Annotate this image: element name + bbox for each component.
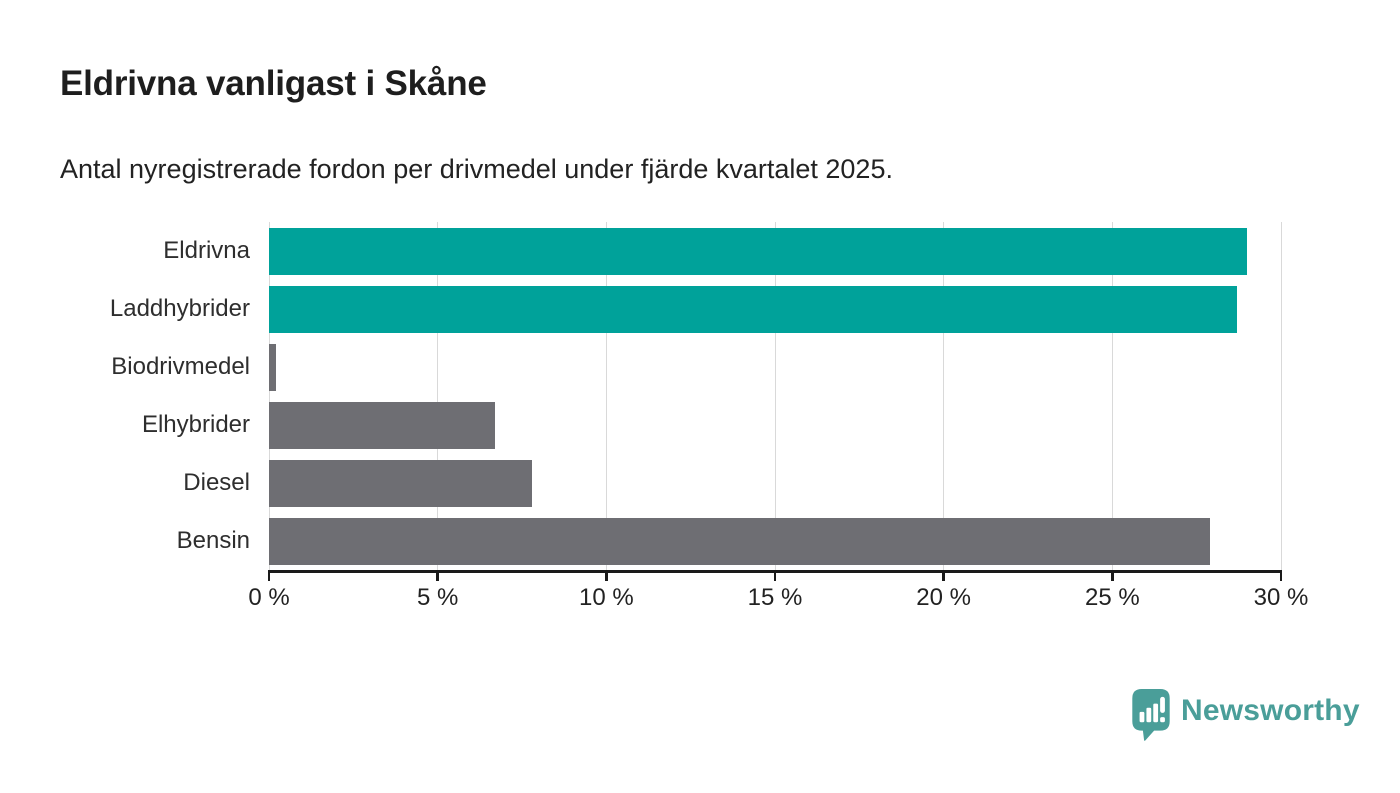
bar-laddhybrider: [269, 286, 1238, 333]
x-axis-tick-25: [1111, 570, 1114, 581]
x-axis-tick-label-25: 25 %: [1084, 584, 1140, 611]
bar-diesel: [269, 460, 533, 507]
gridline-10: [605, 222, 607, 570]
chart-title: Eldrivna vanligast i Skåne: [60, 64, 487, 103]
category-label-laddhybrider: Laddhybrider: [109, 295, 250, 322]
x-axis-tick-label-5: 5 %: [416, 584, 459, 611]
gridline-20: [943, 222, 945, 570]
newsworthy-logo-text: Newsworthy: [1181, 694, 1360, 727]
x-axis-tick-label-10: 10 %: [578, 584, 634, 611]
gridline-25: [1111, 222, 1113, 570]
y-axis-labels: Eldrivna Laddhybrider Biodrivmedel Elhyb…: [0, 222, 250, 570]
x-axis-tick-label-30: 30 %: [1253, 584, 1309, 611]
category-label-eldrivna: Eldrivna: [163, 237, 250, 264]
x-axis-tick-10: [605, 570, 608, 581]
plot-area: [268, 222, 1282, 570]
x-axis-tick-5: [436, 570, 439, 581]
x-axis-tick-label-0: 0 %: [248, 584, 290, 611]
chart-subtitle: Antal nyregistrerade fordon per drivmede…: [60, 154, 893, 184]
category-label-diesel: Diesel: [183, 469, 250, 496]
x-axis-tick-0: [267, 570, 271, 581]
x-axis-tick-20: [942, 570, 945, 581]
bar-eldrivna: [269, 228, 1248, 275]
gridline-0: [268, 222, 270, 570]
x-axis-tick-30: [1279, 570, 1283, 581]
newsworthy-bubble-chart-icon: [1131, 688, 1171, 742]
x-axis-tick-15: [773, 570, 777, 581]
gridline-30: [1280, 222, 1282, 570]
newsworthy-logo[interactable]: Newsworthy: [1131, 688, 1360, 742]
category-label-elhybrider: Elhybrider: [141, 411, 250, 438]
x-axis: 0 % 5 % 10 % 15 % 20 % 25 % 30 %: [248, 570, 1308, 620]
x-axis-tick-label-15: 15 %: [747, 584, 803, 611]
category-label-biodrivmedel: Biodrivmedel: [111, 353, 250, 380]
category-label-bensin: Bensin: [176, 527, 250, 554]
bar-biodrivmedel: [269, 344, 276, 391]
x-axis-tick-label-20: 20 %: [916, 584, 972, 611]
bar-bensin: [269, 518, 1211, 565]
gridline-5: [437, 222, 439, 570]
bar-elhybrider: [269, 402, 495, 449]
gridline-15: [774, 222, 776, 570]
